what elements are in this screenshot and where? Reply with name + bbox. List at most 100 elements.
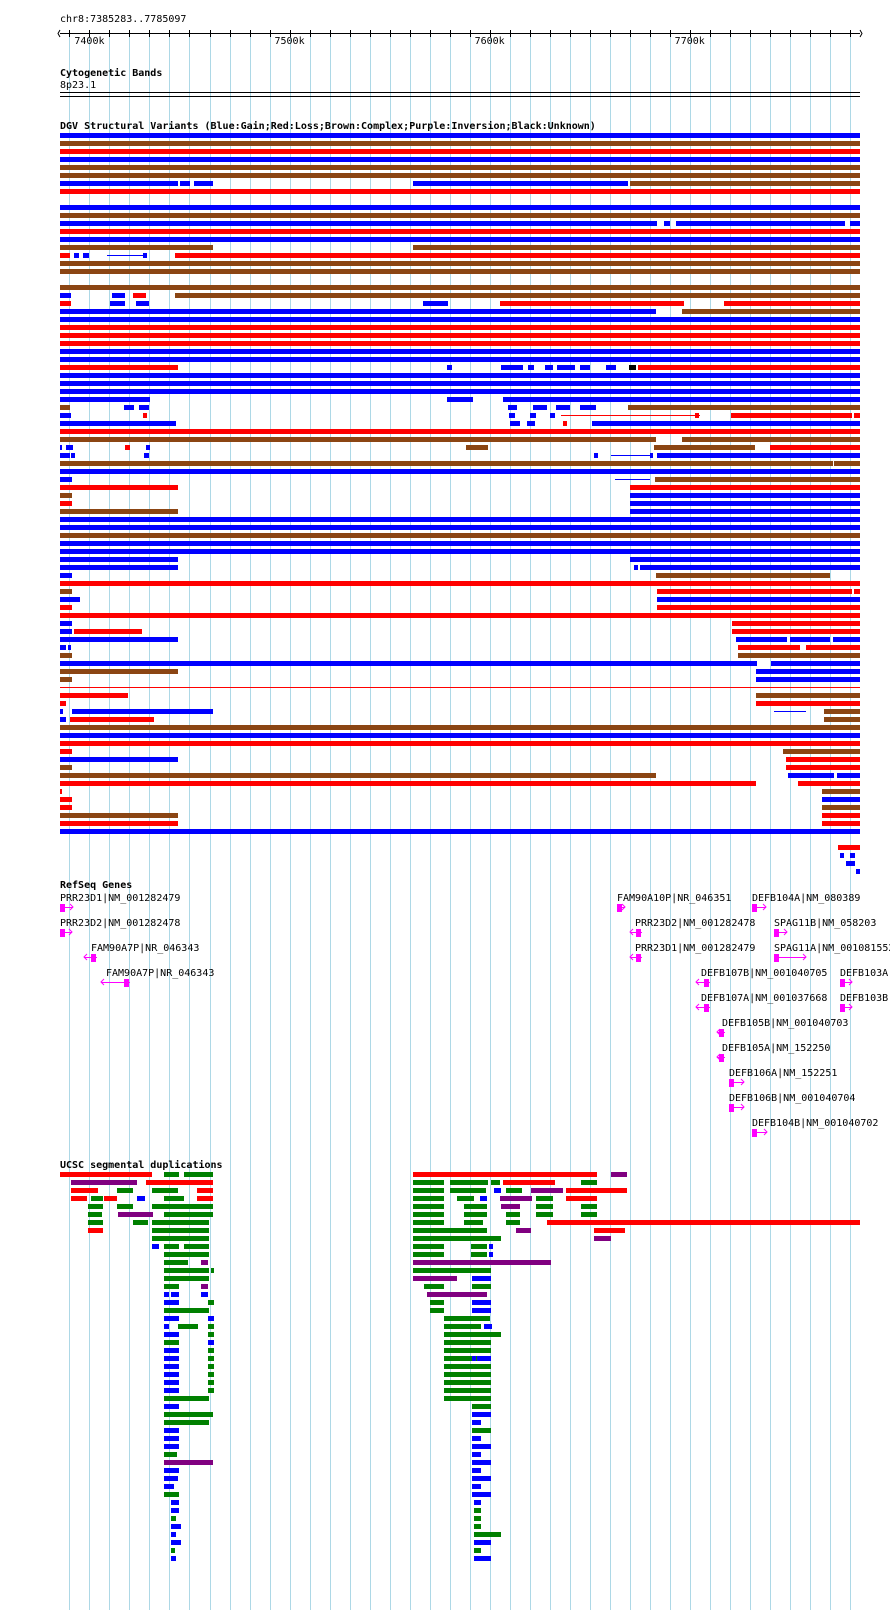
dgv-variant (630, 501, 860, 506)
gene-label[interactable]: DEFB106B|NM_001040704 (729, 1093, 856, 1104)
gene-strand-arrow (740, 1103, 745, 1111)
segdup-feature (474, 1500, 481, 1505)
dgv-variant (60, 453, 70, 458)
segdup-feature (208, 1332, 214, 1337)
segdup-feature (71, 1196, 87, 1201)
gene-label[interactable]: PRR23D2|NM_001282478 (60, 918, 181, 929)
segdup-feature (444, 1380, 491, 1385)
gene-label[interactable]: DEFB105A|NM_152250 (722, 1043, 831, 1054)
dgv-variant (60, 285, 860, 290)
dgv-variant (60, 133, 860, 138)
gene-label[interactable]: DEFB107B|NM_001040705 (701, 968, 828, 979)
segdup-feature (152, 1220, 164, 1225)
dgv-variant (640, 565, 860, 570)
dgv-variant (60, 741, 860, 746)
dgv-variant (60, 573, 72, 578)
segdup-feature (474, 1540, 491, 1545)
dgv-variant (771, 661, 860, 666)
segdup-feature (171, 1516, 176, 1521)
segdup-feature (547, 1220, 860, 1225)
gene-label[interactable]: PRR23D1|NM_001282479 (60, 893, 181, 904)
ruler-tick-label: 7700k (675, 36, 705, 47)
gene-label[interactable]: DEFB107A|NM_001037668 (701, 993, 828, 1004)
segdup-feature (164, 1324, 169, 1329)
gene-label[interactable]: FAM90A7P|NR_046343 (106, 968, 215, 979)
dgv-variant (60, 509, 178, 514)
gene-label[interactable]: FAM90A7P|NR_046343 (91, 943, 200, 954)
dgv-variant-line (774, 711, 806, 712)
dgv-variant (60, 733, 860, 738)
segdup-feature (501, 1204, 520, 1209)
gene-label[interactable]: DEFB105B|NM_001040703 (722, 1018, 849, 1029)
cytoband-bar-top (60, 92, 860, 93)
dgv-variant (60, 333, 860, 338)
segdup-feature (413, 1268, 491, 1273)
gene-strand-arrow (802, 953, 807, 961)
dgv-variant (630, 509, 860, 514)
gene-label[interactable]: DEFB106A|NM_152251 (729, 1068, 838, 1079)
segdup-feature (413, 1196, 444, 1201)
gene-intron (696, 1007, 710, 1008)
segdup-feature (171, 1292, 179, 1297)
gene-label[interactable]: SPAG11A|NM_001081552 (774, 943, 890, 954)
segdup-feature (171, 1500, 179, 1505)
gene-label[interactable]: DEFB104A|NM_080389 (752, 893, 861, 904)
segdup-feature (184, 1244, 209, 1249)
dgv-variant (60, 221, 657, 226)
dgv-track-title[interactable]: DGV Structural Variants (Blue:Gain;Red:L… (60, 121, 596, 132)
segdup-feature (164, 1308, 209, 1313)
dgv-variant (125, 445, 130, 450)
gene-label[interactable]: DEFB103A (840, 968, 889, 979)
segdup-feature (413, 1260, 551, 1265)
dgv-variant (657, 597, 860, 602)
gene-label[interactable]: DEFB104B|NM_001040702 (752, 1118, 879, 1129)
dgv-variant (60, 765, 72, 770)
dgv-variant (124, 405, 134, 410)
segdup-feature (430, 1308, 444, 1313)
segdup-feature (472, 1420, 481, 1425)
gene-label[interactable]: PRR23D2|NM_001282478 (635, 918, 756, 929)
segdup-feature (413, 1204, 444, 1209)
cytoband-track-title[interactable]: Cytogenetic Bands (60, 68, 163, 79)
dgv-variant (756, 677, 860, 682)
segdup-feature (164, 1372, 179, 1377)
segdup-feature (450, 1180, 488, 1185)
dgv-variant (630, 493, 860, 498)
segdup-feature (444, 1348, 491, 1353)
dgv-variant (630, 557, 860, 562)
dgv-variant (60, 725, 860, 730)
coordinate-ruler: 7400k 7500k 7600k 7700k (57, 29, 863, 47)
segdup-feature (164, 1412, 213, 1417)
dgv-variant (60, 293, 71, 298)
gene-exon (636, 929, 641, 937)
dgv-variant (806, 645, 860, 650)
segdup-feature (118, 1212, 153, 1217)
dgv-variant (528, 365, 534, 370)
segdup-track-title[interactable]: UCSC segmental duplications (60, 1160, 223, 1171)
dgv-variant (654, 445, 755, 450)
cytoband-track (60, 92, 860, 97)
segdup-feature (197, 1188, 213, 1193)
dgv-variant (447, 397, 473, 402)
dgv-variant (630, 181, 860, 186)
segdup-feature (164, 1220, 209, 1225)
segdup-feature (472, 1476, 491, 1481)
segdup-feature (472, 1492, 491, 1497)
gene-label[interactable]: DEFB103B (840, 993, 889, 1004)
segdup-feature (471, 1252, 487, 1257)
dgv-variant-line (107, 255, 147, 256)
segdup-feature (474, 1532, 501, 1537)
gene-intron (729, 1082, 744, 1083)
dgv-variant (60, 237, 860, 242)
refseq-track-title[interactable]: RefSeq Genes (60, 880, 133, 891)
gene-label[interactable]: FAM90A10P|NR_046351 (617, 893, 732, 904)
gene-label[interactable]: PRR23D1|NM_001282479 (635, 943, 756, 954)
segdup-feature (566, 1196, 597, 1201)
gene-label[interactable]: SPAG11B|NM_058203 (774, 918, 877, 929)
segdup-feature (472, 1444, 491, 1449)
segdup-feature (536, 1196, 553, 1201)
dgv-variant (60, 173, 860, 178)
gene-strand-arrow (100, 978, 105, 986)
gene-intron (840, 1007, 852, 1008)
segdup-feature (477, 1356, 491, 1361)
